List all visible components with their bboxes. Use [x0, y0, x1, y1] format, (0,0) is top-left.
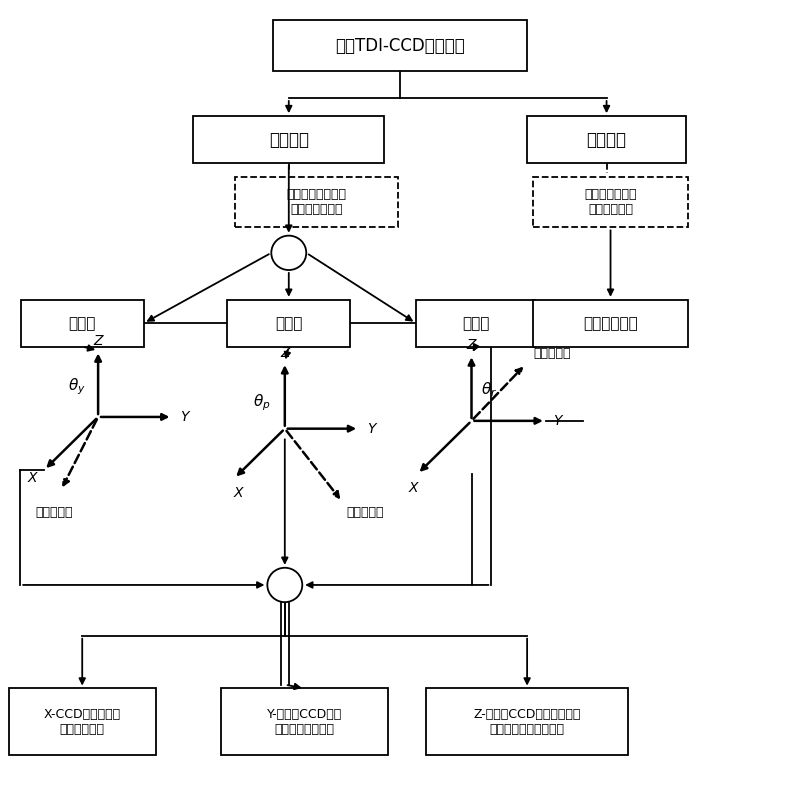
Circle shape: [271, 235, 306, 270]
Text: X: X: [234, 486, 243, 500]
Text: X: X: [409, 481, 418, 495]
Text: $\theta_r$: $\theta_r$: [481, 380, 498, 399]
Text: Z: Z: [280, 345, 290, 360]
FancyBboxPatch shape: [273, 20, 527, 71]
Circle shape: [267, 567, 302, 602]
Text: X: X: [27, 471, 37, 485]
FancyBboxPatch shape: [527, 116, 686, 163]
Text: 偏航角: 偏航角: [69, 316, 96, 331]
FancyBboxPatch shape: [426, 689, 629, 755]
Text: $\theta_p$: $\theta_p$: [253, 393, 270, 413]
Text: 俯仰角: 俯仰角: [275, 316, 302, 331]
Text: Z-垂直于CCD成像平面的像
素点径向模糊成像模型: Z-垂直于CCD成像平面的像 素点径向模糊成像模型: [474, 708, 581, 736]
Text: Z: Z: [94, 334, 103, 348]
Text: 因大气湍流运动造
成姿态角的偏斜: 因大气湍流运动造 成姿态角的偏斜: [286, 188, 346, 216]
Text: Y: Y: [554, 414, 562, 428]
Text: 俯仰角方向: 俯仰角方向: [346, 505, 384, 519]
FancyBboxPatch shape: [227, 300, 350, 346]
FancyBboxPatch shape: [21, 300, 144, 346]
Text: 偏航角方向: 偏航角方向: [36, 505, 73, 519]
FancyBboxPatch shape: [194, 116, 384, 163]
FancyBboxPatch shape: [235, 176, 398, 227]
Text: Y: Y: [366, 422, 375, 436]
Text: 横滚角: 横滚角: [462, 316, 489, 331]
Text: Z: Z: [466, 338, 476, 352]
FancyBboxPatch shape: [9, 689, 156, 755]
FancyBboxPatch shape: [416, 300, 535, 346]
Text: 高频振动模型: 高频振动模型: [583, 316, 638, 331]
Text: Y: Y: [180, 410, 189, 424]
FancyBboxPatch shape: [222, 689, 388, 755]
Text: 高频振动: 高频振动: [586, 131, 626, 149]
Text: 横滚角方向: 横滚角方向: [534, 348, 571, 360]
FancyBboxPatch shape: [533, 300, 688, 346]
Text: Y-垂直于CCD积分
方向的行交错模型: Y-垂直于CCD积分 方向的行交错模型: [267, 708, 342, 736]
Text: 航空TDI-CCD成像系统: 航空TDI-CCD成像系统: [335, 37, 465, 55]
Text: X-CCD积分方向的
前向像移模型: X-CCD积分方向的 前向像移模型: [44, 708, 121, 736]
FancyBboxPatch shape: [533, 176, 688, 227]
Text: 因飞行器的各种
高频振动产生: 因飞行器的各种 高频振动产生: [584, 188, 637, 216]
Text: 低频振动: 低频振动: [269, 131, 309, 149]
Text: $\theta_y$: $\theta_y$: [69, 377, 86, 397]
